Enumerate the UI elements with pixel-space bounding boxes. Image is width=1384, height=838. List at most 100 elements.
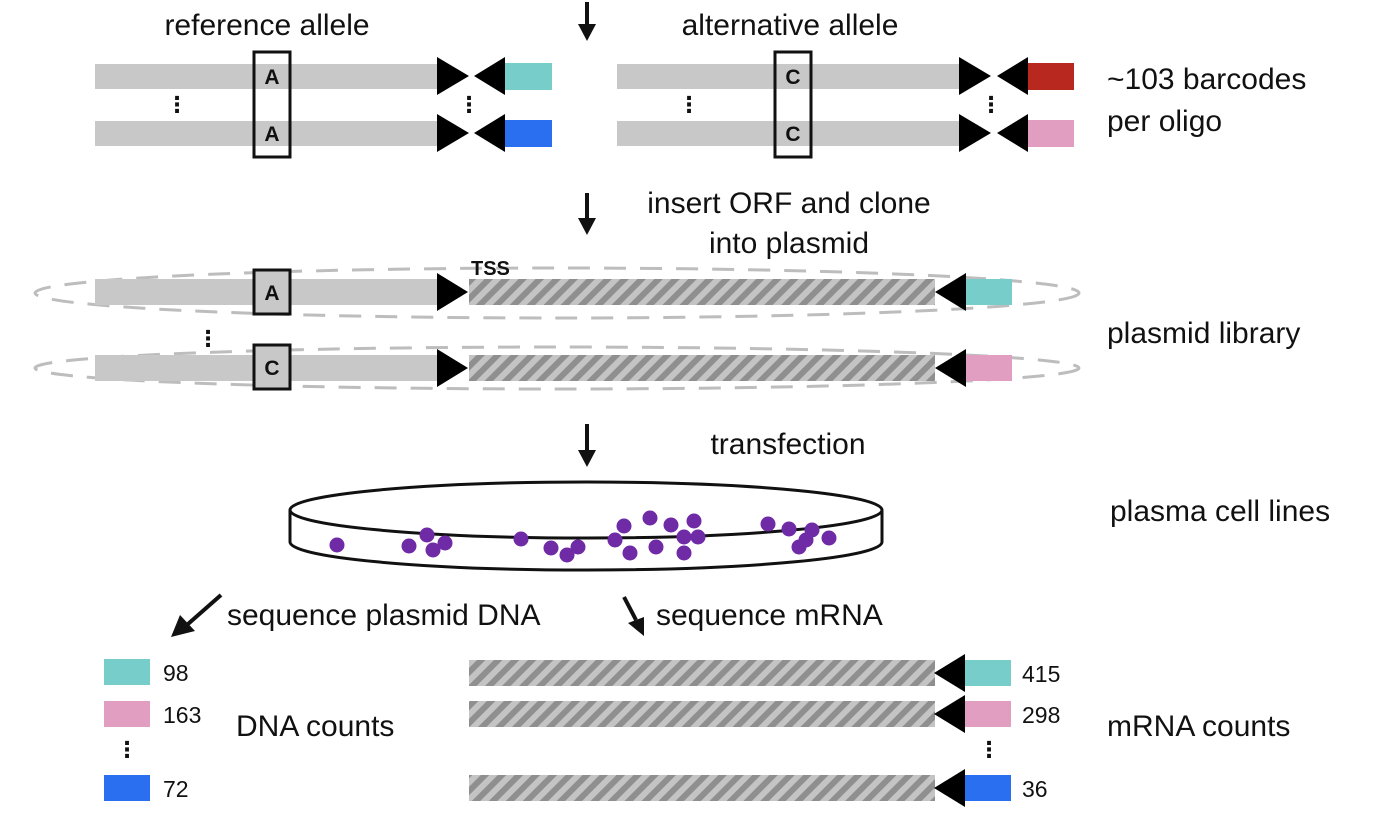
ellipsis: ⋮: [116, 737, 138, 762]
mrna-count-swatch: [965, 660, 1011, 686]
plasmid-construct-1: [95, 273, 1012, 311]
barcode-teal: [966, 279, 1012, 305]
cell: [616, 518, 632, 534]
mrna-transcript: [469, 660, 935, 686]
cell: [543, 540, 559, 556]
cell: [804, 522, 820, 538]
down-arrow-icon: [578, 193, 596, 235]
barcode-blue: [505, 120, 552, 147]
orf-region: [469, 355, 935, 381]
cell: [437, 535, 453, 551]
cell: [329, 537, 345, 553]
mrna-count-value: 415: [1022, 661, 1060, 687]
cell: [401, 538, 417, 554]
triangle-right-icon: [437, 57, 469, 95]
cell: [760, 516, 776, 532]
down-arrow-icon: [578, 424, 596, 467]
ref-allele-box: [252, 50, 292, 159]
mrna-count-value: 298: [1022, 702, 1060, 728]
barcode-teal: [505, 63, 552, 90]
barcode-pink: [966, 355, 1012, 381]
cell: [425, 542, 441, 558]
dna-count-swatch: [104, 659, 150, 685]
insert-orf-label-line2: into plasmid: [709, 227, 869, 260]
cell: [781, 521, 797, 537]
triangle-right-icon: [437, 273, 468, 311]
ellipsis: ⋮: [197, 326, 219, 351]
allele-box: [252, 268, 292, 316]
dna-count-row: 163: [104, 701, 201, 728]
orf-region: [469, 279, 935, 305]
triangle-left-icon: [474, 114, 505, 152]
cell: [513, 531, 529, 547]
alt-allele-box: [773, 50, 813, 159]
dna-count-row: 98: [104, 659, 189, 686]
insert-orf-label-line1: insert ORF and clone: [647, 187, 930, 220]
ellipsis: ⋮: [458, 92, 480, 117]
dna-count-swatch: [104, 701, 150, 727]
plasmid-ring: [33, 266, 1081, 320]
down-left-arrow-icon: [171, 593, 223, 637]
ref-oligo-1: [95, 57, 552, 95]
ref-allele-letter: A: [264, 66, 279, 89]
alternative-allele-label: alternative allele: [682, 9, 899, 42]
alt-oligo-2: [617, 114, 1074, 152]
ref-oligo-2: [95, 114, 552, 152]
alt-oligo-1: [617, 57, 1074, 95]
triangle-left-icon: [474, 57, 505, 95]
alt-allele-letter: C: [785, 123, 800, 146]
barcode-pink: [1028, 120, 1074, 147]
plasmid-construct-2: [95, 349, 1012, 387]
cell: [607, 532, 623, 548]
reference-allele-label: reference allele: [164, 9, 369, 42]
sequence-plasmid-dna-label: sequence plasmid DNA: [227, 599, 541, 632]
dna-count-value: 72: [163, 776, 189, 802]
plasma-cell-lines-label: plasma cell lines: [1110, 495, 1330, 528]
barcode-red: [1028, 63, 1074, 90]
dna-count-value: 98: [163, 660, 189, 686]
triangle-left-icon: [934, 654, 965, 692]
ellipsis: ⋮: [978, 737, 1000, 762]
barcodes-label-line1: ~103 barcodes: [1107, 63, 1306, 96]
mrna-count-row: 298: [469, 695, 1060, 733]
cell: [648, 539, 664, 555]
mrna-count-row: 36: [469, 769, 1048, 807]
triangle-right-icon: [959, 114, 991, 152]
dna-count-swatch: [104, 775, 150, 801]
down-right-arrow-icon: [622, 596, 644, 636]
mrna-count-swatch: [965, 701, 1011, 727]
triangle-left-icon: [997, 114, 1028, 152]
triangle-right-icon: [437, 349, 468, 387]
ellipsis: ⋮: [980, 92, 1002, 117]
allele-box: [252, 343, 292, 391]
plasmid-ring: [33, 345, 1081, 391]
cell: [642, 510, 658, 526]
cell: [686, 513, 702, 529]
alt-allele-letter: C: [785, 66, 800, 89]
mrna-transcript: [469, 775, 935, 801]
triangle-left-icon: [935, 349, 966, 387]
cell: [622, 545, 638, 561]
cells: [329, 510, 837, 563]
triangle-left-icon: [997, 57, 1028, 95]
cell: [676, 529, 692, 545]
down-arrow-icon: [578, 2, 596, 41]
cell: [663, 517, 679, 533]
tss-label: TSS: [471, 258, 510, 280]
triangle-left-icon: [934, 695, 965, 733]
plasmid-library-label: plasmid library: [1107, 317, 1300, 350]
cell: [690, 529, 706, 545]
mrna-transcript: [469, 701, 935, 727]
sequence-mrna-label: sequence mRNA: [656, 599, 883, 632]
triangle-left-icon: [935, 273, 966, 311]
mrna-count-swatch: [965, 775, 1011, 801]
ellipsis: ⋮: [678, 92, 700, 117]
cell: [559, 547, 575, 563]
cell: [676, 545, 692, 561]
triangle-right-icon: [437, 114, 469, 152]
mrna-count-row: 415: [469, 654, 1060, 692]
mrna-count-value: 36: [1022, 776, 1048, 802]
transfection-label: transfection: [710, 428, 865, 461]
dna-count-row: 72: [104, 775, 189, 802]
